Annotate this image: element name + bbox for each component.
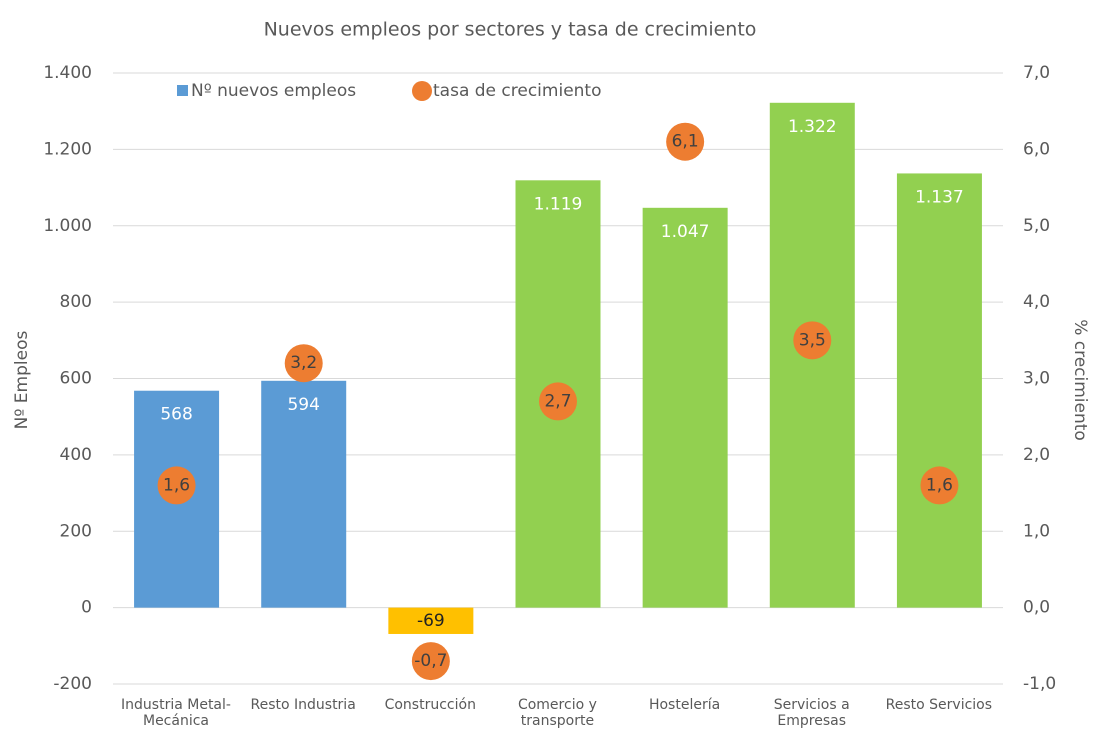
bar xyxy=(261,380,347,608)
bar-value-label: 594 xyxy=(287,395,319,415)
bar xyxy=(896,173,982,608)
bar-value-label: 1.137 xyxy=(915,187,964,207)
point xyxy=(920,466,959,505)
y-axis-label: Nº Empleos xyxy=(12,331,32,430)
y2-tick-label: 2,0 xyxy=(1023,445,1050,465)
bar-value-label: 568 xyxy=(160,405,192,425)
point xyxy=(411,642,450,681)
chart-title: Nuevos empleos por sectores y tasa de cr… xyxy=(264,19,757,41)
point-value-label: 6,1 xyxy=(672,132,699,152)
point-value-label: 1,6 xyxy=(926,475,953,495)
x-tick-label: Servicios a Empresas xyxy=(773,697,850,729)
x-tick-label: Industria Metal-Mecánica xyxy=(121,697,231,729)
y-tick-label: 1.400 xyxy=(43,63,92,83)
point-value-label: 3,2 xyxy=(290,353,317,373)
y2-tick-label: 5,0 xyxy=(1023,216,1050,236)
x-tick-label: Construcción xyxy=(384,697,476,713)
y2-tick-label: 0,0 xyxy=(1023,598,1050,618)
bar xyxy=(642,207,728,608)
y-tick-label: 400 xyxy=(60,445,92,465)
point-value-label: 1,6 xyxy=(163,475,190,495)
x-tick-label: Hostelería xyxy=(648,697,721,713)
y-tick-label: 600 xyxy=(60,369,92,389)
y-tick-label: 800 xyxy=(60,292,92,312)
bar-value-label: 1.047 xyxy=(661,222,710,242)
y-tick-label: 1.000 xyxy=(43,216,92,236)
y2-tick-label: -1,0 xyxy=(1023,674,1056,694)
y-tick-label: 200 xyxy=(60,521,92,541)
point xyxy=(539,382,577,421)
bar xyxy=(388,607,474,634)
y2-tick-label: 3,0 xyxy=(1023,369,1050,389)
point-value-label: 2,7 xyxy=(544,391,571,411)
x-tick-label: Resto Servicios xyxy=(885,697,993,713)
point xyxy=(284,344,323,383)
y2-tick-label: 7,0 xyxy=(1023,63,1050,83)
legend-swatch xyxy=(177,85,188,96)
legend-swatch xyxy=(412,81,432,101)
point xyxy=(666,122,705,161)
point-value-label: 3,5 xyxy=(799,330,826,350)
y2-tick-label: 1,0 xyxy=(1023,521,1050,541)
y2-tick-label: 4,0 xyxy=(1023,292,1050,312)
point xyxy=(157,466,196,505)
y-tick-label: 1.200 xyxy=(43,139,92,159)
legend-label: Nº nuevos empleos xyxy=(191,81,356,101)
bar-value-label: 1.322 xyxy=(788,117,837,137)
y2-tick-label: 6,0 xyxy=(1023,139,1050,159)
legend-label: tasa de crecimiento xyxy=(433,81,602,101)
y-tick-label: -200 xyxy=(53,674,92,694)
y2-axis-label: % crecimiento xyxy=(1070,319,1090,441)
x-tick-label: Comercio y transporte xyxy=(517,697,597,729)
x-tick-label: Resto Industria xyxy=(250,697,356,713)
point-value-label: -0,7 xyxy=(414,651,447,671)
y-tick-label: 0 xyxy=(81,598,92,618)
point xyxy=(793,321,832,360)
bar-value-label: -69 xyxy=(417,611,445,631)
bar-value-label: 1.119 xyxy=(534,194,583,214)
